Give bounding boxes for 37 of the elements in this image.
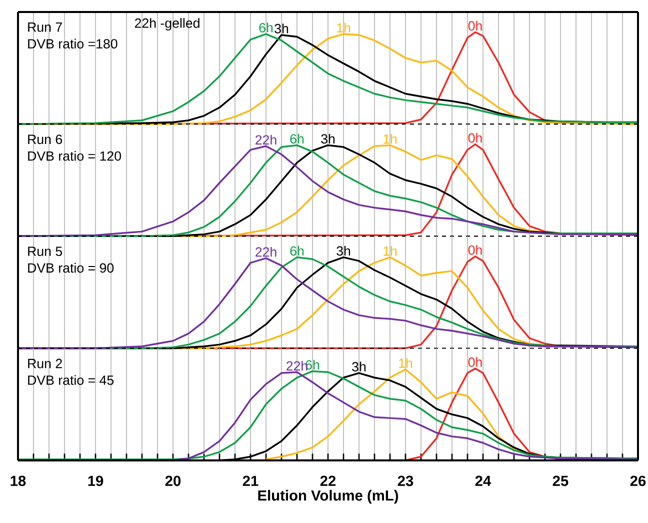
series-label: 22h	[256, 246, 276, 257]
chart-subtitle: DVB ratio = 90	[28, 262, 114, 273]
series-label: 1h	[384, 134, 397, 144]
x-tick-label: 22	[320, 476, 336, 486]
x-tick-label: 18	[10, 476, 26, 486]
series-label: 0h	[468, 357, 482, 367]
series-label: 0h	[468, 132, 482, 143]
x-tick-label: 20	[165, 476, 181, 486]
chart-title: Run 6	[28, 134, 62, 144]
x-tick-label: 19	[88, 476, 104, 486]
series-label: 1h	[399, 358, 412, 368]
series-label: 0h	[468, 244, 482, 255]
chart-subtitle: DVB ratio = 45	[28, 375, 114, 385]
x-tick-label: 24	[475, 476, 492, 486]
series-label: 3h	[336, 246, 350, 256]
text: 22h -gelled	[134, 18, 200, 30]
series-label: 6h	[290, 246, 304, 256]
x-tick-label: 21	[242, 476, 258, 486]
series-label: 22h	[256, 134, 276, 145]
x-tick-label: 23	[398, 476, 414, 486]
series-label: 1h	[337, 22, 350, 32]
chart-title: Run 2	[28, 358, 62, 368]
series-label: 6h	[290, 134, 304, 144]
series-label: 3h	[321, 134, 335, 144]
x-tick-label: 26	[630, 476, 646, 486]
chart-subtitle: DVB ratio = 120	[28, 150, 122, 161]
series-label: 0h	[468, 20, 482, 31]
series-label: 3h	[352, 362, 366, 372]
chart-title: Run 5	[28, 246, 62, 256]
series-label: 22h	[286, 360, 308, 371]
chart-title: Run 7	[28, 22, 62, 32]
series-label: 6h	[259, 22, 273, 32]
series-label: 3h	[274, 24, 288, 34]
chart-subtitle: DVB ratio =180	[28, 38, 118, 49]
series-label: 1h	[384, 246, 397, 256]
x-axis-title: Elution Volume (mL)	[258, 490, 398, 504]
x-tick-label: 25	[552, 476, 568, 486]
